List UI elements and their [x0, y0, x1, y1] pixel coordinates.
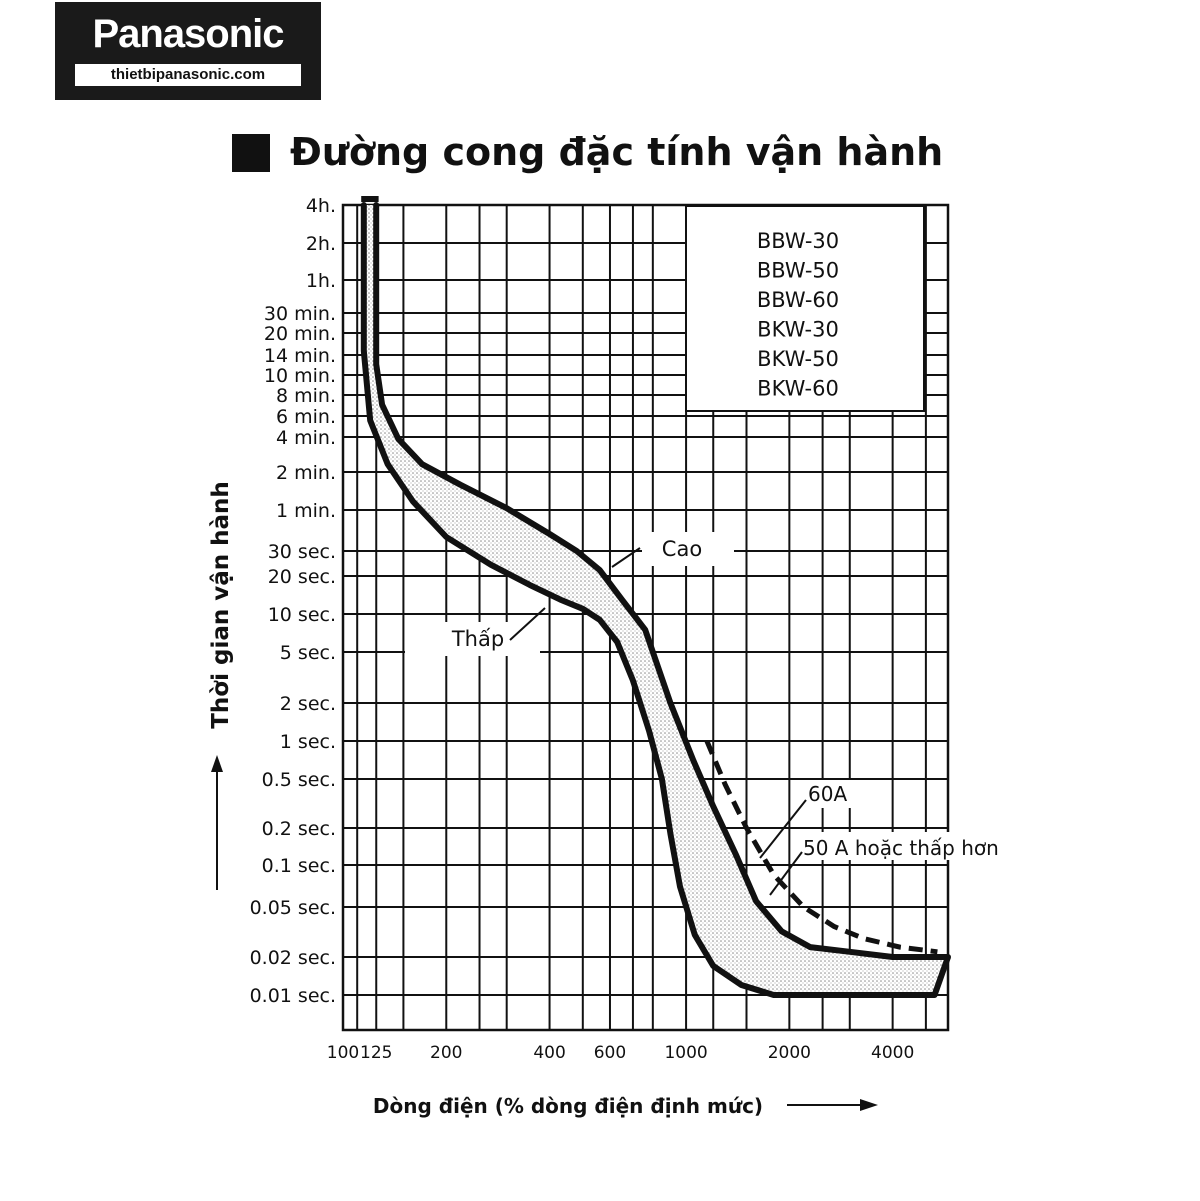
legend-box: [685, 205, 925, 412]
y-tick-label: 0.01 sec.: [250, 985, 336, 1007]
y-tick-label: 0.05 sec.: [250, 897, 336, 919]
logo-brand: Panasonic: [92, 12, 284, 56]
x-tick-label: 2000: [768, 1043, 811, 1063]
x-axis-arrowhead: [860, 1099, 878, 1111]
y-tick-label: 4 min.: [276, 427, 336, 449]
annotation-cao: Cao: [662, 537, 702, 561]
y-axis-arrowhead: [211, 755, 223, 772]
x-tick-label: 600: [594, 1043, 626, 1063]
plot-frame: [341, 203, 950, 1032]
y-tick-label: 4h.: [306, 195, 336, 217]
y-tick-label: 2 sec.: [280, 693, 336, 715]
y-tick-label: 14 min.: [264, 345, 336, 367]
chart-title: Đường cong đặc tính vận hành: [290, 130, 944, 174]
annotation-60a: 60A: [808, 782, 847, 806]
annotation-bg: [800, 780, 854, 808]
x-tick-label: 4000: [871, 1043, 914, 1063]
legend-model: BKW-50: [757, 347, 839, 371]
y-tick-label: 1h.: [306, 270, 336, 292]
annotation-arrow: [611, 547, 641, 568]
y-tick-label: 1 min.: [276, 500, 336, 522]
y-tick-label: 30 sec.: [268, 541, 336, 563]
y-tick-label: 20 sec.: [268, 566, 336, 588]
series-line-60a: [704, 740, 938, 955]
y-tick-label: 6 min.: [276, 406, 336, 428]
series-line-thap: [360, 202, 938, 998]
legend-model: BBW-50: [757, 259, 839, 283]
y-tick-label: 2 min.: [276, 462, 336, 484]
x-tick-label: 200: [430, 1043, 462, 1063]
annotation-arrow: [509, 607, 546, 641]
logo-site: thietbipanasonic.com: [75, 64, 301, 86]
y-tick-label: 1 sec.: [280, 731, 336, 753]
y-tick-label: 8 min.: [276, 385, 336, 407]
x-tick-label: 125: [360, 1043, 392, 1063]
y-tick-label: 20 min.: [264, 323, 336, 345]
y-tick-label: 10 sec.: [268, 604, 336, 626]
annotation-thap: Thấp: [451, 627, 504, 651]
y-tick-label: 2h.: [306, 233, 336, 255]
title-square-icon: [232, 134, 270, 172]
annotation-bg: [405, 622, 540, 656]
x-tick-label: 1000: [664, 1043, 707, 1063]
y-tick-label: 0.02 sec.: [250, 947, 336, 969]
legend-model: BBW-60: [757, 288, 839, 312]
annotation-50a: 50 A hoặc thấp hơn: [803, 836, 999, 860]
legend-model: BKW-60: [757, 377, 839, 401]
annotation-bg: [798, 832, 1008, 860]
annotation-arrow: [769, 851, 803, 896]
legend-model: BKW-30: [757, 318, 839, 342]
annotation-bg: [642, 532, 734, 566]
x-tick-label: 100: [327, 1043, 359, 1063]
annotation-arrow: [759, 799, 807, 859]
band-end-cap: [931, 956, 951, 996]
legend-model: BBW-30: [757, 229, 839, 253]
y-tick-label: 30 min.: [264, 303, 336, 325]
panasonic-logo: Panasonic thietbipanasonic.com: [55, 2, 321, 100]
y-tick-label: 5 sec.: [280, 642, 336, 664]
x-axis-title: Dòng điện (% dòng điện định mức): [373, 1094, 763, 1118]
y-tick-label: 0.2 sec.: [262, 818, 336, 840]
y-tick-label: 0.1 sec.: [262, 855, 336, 877]
y-axis-title: Thời gian vận hành: [208, 481, 234, 729]
y-tick-label: 10 min.: [264, 365, 336, 387]
y-tick-label: 0.5 sec.: [262, 769, 336, 791]
x-tick-label: 400: [533, 1043, 565, 1063]
series-line-cao: [373, 202, 951, 960]
